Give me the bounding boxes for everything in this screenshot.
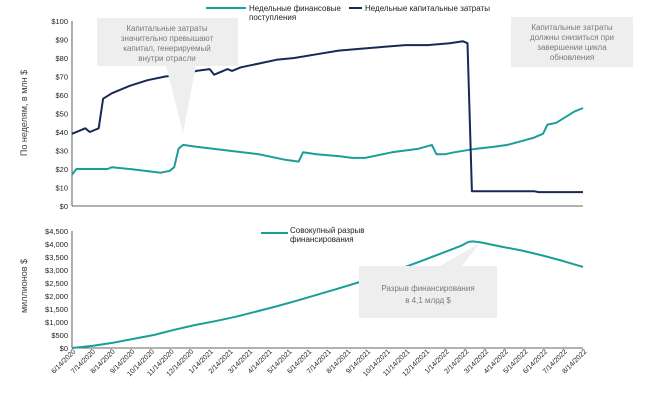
weekly-chart-y-axis-label: По неделям, в млн $ <box>19 70 29 156</box>
legend-label-financing: Недельные финансовые поступления <box>249 4 343 22</box>
gap-chart-y-axis-label: миллионов $ <box>19 259 29 313</box>
gap-chart-x-axis: 6/14/20207/14/20208/14/20209/14/202010/1… <box>50 348 588 378</box>
weekly-chart-y-tick-label: $20 <box>55 165 68 174</box>
weekly-chart: По неделям, в млн $ $0 $10 $20 $30 $40 $50 $60… <box>19 4 633 211</box>
callout-capex-exceeds-box <box>97 18 238 133</box>
cumulative-gap-chart: миллионов $ $0 $500 $1,000 $1,500 $2,000 $2,5… <box>19 226 588 378</box>
gap-chart-y-tick-label: $2,500 <box>45 279 68 288</box>
gap-chart-y-tick-label: $3,500 <box>45 253 68 262</box>
legend-label-capex: Недельные капитальные затраты <box>365 4 490 13</box>
callout-capex-decline-box <box>511 17 633 67</box>
weekly-chart-series <box>71 40 584 194</box>
weekly-chart-y-tick-label: $90 <box>55 36 68 45</box>
gap-chart-y-tick-label: $3,000 <box>45 266 68 275</box>
callout-gap-total-box <box>359 243 497 318</box>
gap-chart-y-tick-label: $500 <box>51 331 68 340</box>
gap-chart-y-tick-label: $2,000 <box>45 292 68 301</box>
gap-chart-legend: Совокупный разрыв финансирования <box>261 226 367 244</box>
weekly-chart-y-tick-label: $40 <box>55 128 68 137</box>
gap-chart-series <box>71 240 584 349</box>
legend-label-gap: Совокупный разрыв финансирования <box>290 226 367 244</box>
weekly-chart-y-tick-label: $100 <box>51 17 68 26</box>
gap-chart-y-tick-label: $1,000 <box>45 318 68 327</box>
financing-series-line <box>71 107 584 176</box>
callout-capex-exceeds: Капитальные затраты значительно превышают… <box>97 18 238 133</box>
gap-chart-y-axis: $0 $500 $1,000 $1,500 $2,000 $2,500 $3,000 $3,5… <box>45 227 583 353</box>
callout-capex-exceeds-text: Капитальные затраты значительно превышают… <box>121 24 214 63</box>
weekly-chart-y-tick-label: $30 <box>55 147 68 156</box>
funding-gap-series-line <box>71 240 584 349</box>
callout-gap-total: Разрыв финансирования в 4,1 млрд $ <box>359 243 497 318</box>
gap-chart-y-tick-label: $4,000 <box>45 240 68 249</box>
weekly-chart-y-tick-label: $50 <box>55 110 68 119</box>
weekly-chart-legend: Недельные финансовые поступления Недельн… <box>206 4 490 22</box>
weekly-chart-y-tick-label: $10 <box>55 184 68 193</box>
gap-chart-y-tick-label: $4,500 <box>45 227 68 236</box>
capex-series-line <box>71 40 583 194</box>
weekly-chart-y-tick-label: $0 <box>60 202 68 211</box>
gap-chart-y-tick-label: $1,500 <box>45 305 68 314</box>
weekly-chart-y-tick-label: $70 <box>55 73 68 82</box>
callout-gap-total-text: Разрыв финансирования в 4,1 млрд $ <box>381 284 474 305</box>
callout-capex-decline-text: Капитальные затраты должны снизиться при з… <box>530 23 614 62</box>
weekly-chart-y-tick-label: $80 <box>55 54 68 63</box>
weekly-chart-y-axis: $0 $10 $20 $30 $40 $50 $60 $70 $80 $90 $100 <box>51 17 583 211</box>
callout-capex-decline: Капитальные затраты должны снизиться при з… <box>511 17 633 67</box>
weekly-chart-y-tick-label: $60 <box>55 91 68 100</box>
gap-chart-y-tick-label: $0 <box>60 344 68 353</box>
